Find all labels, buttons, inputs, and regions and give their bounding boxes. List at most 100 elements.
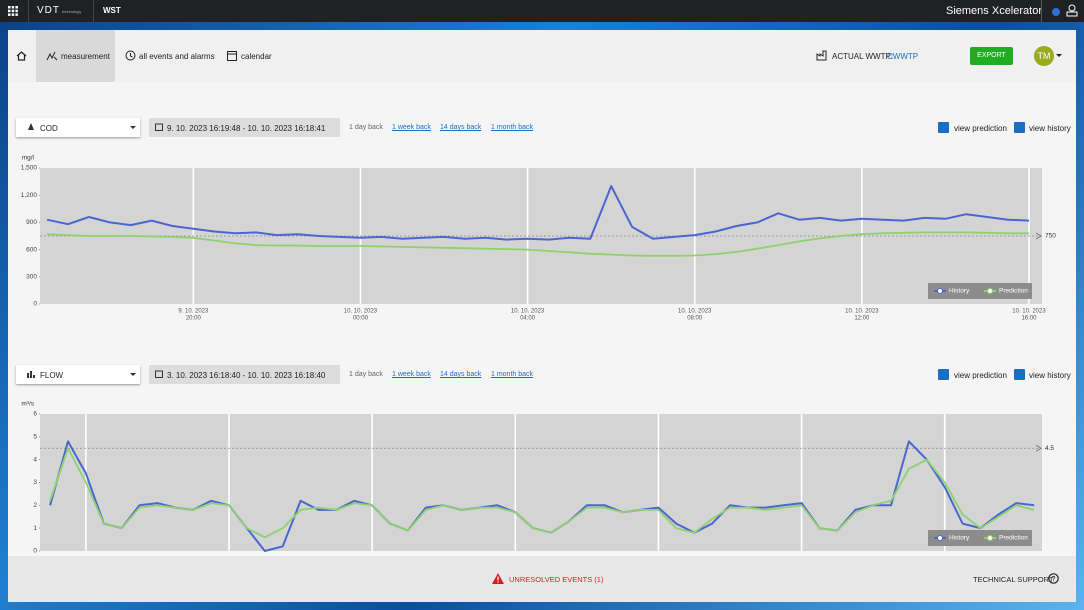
x-tick-label: 10. 10. 2023 bbox=[678, 309, 712, 315]
x-tick-label: 16:00 bbox=[1021, 316, 1037, 322]
nav-item[interactable]: measurement bbox=[61, 52, 110, 61]
unresolved-events[interactable]: UNRESOLVED EVENTS (1) bbox=[509, 575, 604, 584]
range-link[interactable]: 1 day back bbox=[349, 371, 383, 378]
reference-label: 750 bbox=[1045, 233, 1056, 240]
svg-text:?: ? bbox=[1052, 576, 1056, 583]
legend-marker bbox=[987, 535, 993, 541]
apps-icon[interactable] bbox=[8, 6, 18, 16]
checkbox[interactable] bbox=[1014, 369, 1025, 380]
technical-support[interactable]: TECHNICAL SUPPORT bbox=[973, 575, 1054, 584]
range-link[interactable]: 1 week back bbox=[392, 371, 431, 378]
date-icon bbox=[155, 123, 163, 131]
range-link[interactable]: 1 day back bbox=[349, 124, 383, 131]
y-tick-label: 300 bbox=[26, 274, 37, 281]
y-tick-label: 1,500 bbox=[21, 165, 38, 172]
wwtp-value[interactable]: CWWTP bbox=[887, 52, 919, 61]
reference-arrow bbox=[1035, 232, 1042, 240]
nav-bar bbox=[8, 30, 1076, 82]
footer bbox=[8, 556, 1076, 602]
y-tick-label: 1,200 bbox=[21, 192, 38, 199]
app-name: WST bbox=[103, 6, 121, 15]
parameter-dropdown[interactable] bbox=[16, 365, 140, 384]
parameter-dropdown[interactable] bbox=[16, 118, 140, 137]
help-icon[interactable]: ? bbox=[1048, 573, 1059, 584]
logo: VDT bbox=[37, 5, 60, 16]
nav-item[interactable]: calendar bbox=[241, 52, 272, 61]
range-link[interactable]: 1 month back bbox=[491, 371, 534, 378]
nav-item[interactable]: all events and alarms bbox=[139, 52, 215, 61]
avatar-caret[interactable] bbox=[1056, 54, 1062, 58]
reference-label: 4.5 bbox=[1045, 445, 1054, 452]
legend-box bbox=[928, 283, 1032, 299]
legend-label: History bbox=[949, 535, 970, 542]
date-range[interactable] bbox=[149, 118, 340, 137]
series-line bbox=[49, 447, 1035, 539]
checkbox-label[interactable]: view history bbox=[1029, 371, 1071, 380]
checkbox-label[interactable]: view prediction bbox=[954, 371, 1007, 380]
date-icon bbox=[155, 370, 163, 378]
checkbox-label[interactable]: view history bbox=[1029, 124, 1071, 133]
legend-label: History bbox=[949, 288, 970, 295]
y-tick-label: 4 bbox=[33, 456, 37, 463]
legend-marker bbox=[987, 288, 993, 294]
y-axis-unit: mg/l bbox=[22, 155, 35, 162]
checkbox[interactable] bbox=[938, 122, 949, 133]
calendar-icon bbox=[227, 51, 237, 61]
user-icon[interactable] bbox=[1066, 4, 1078, 17]
x-tick-label: 10. 10. 2023 bbox=[344, 309, 378, 315]
reference-arrow bbox=[1035, 444, 1042, 452]
parameter-icon bbox=[28, 123, 34, 130]
x-tick-label: 04:00 bbox=[520, 316, 536, 322]
parameter-name: FLOW bbox=[40, 371, 64, 380]
top-bar: VDT technology WST Siemens Xcelerator bbox=[0, 0, 1084, 22]
legend-marker bbox=[937, 535, 943, 541]
series-line bbox=[47, 231, 1029, 257]
wwtp-label: ACTUAL WWTP: bbox=[832, 52, 894, 61]
legend-box bbox=[928, 530, 1032, 546]
range-link[interactable]: 1 week back bbox=[392, 124, 431, 131]
brand: Siemens Xcelerator bbox=[946, 5, 1042, 17]
x-tick-label: 10. 10. 2023 bbox=[1012, 309, 1046, 315]
y-tick-label: 5 bbox=[33, 434, 37, 441]
dropdown-caret bbox=[130, 373, 136, 376]
parameter-icon bbox=[27, 371, 35, 378]
x-tick-label: 10. 10. 2023 bbox=[845, 309, 879, 315]
y-tick-label: 3 bbox=[33, 479, 37, 486]
events-icon bbox=[125, 50, 136, 61]
y-tick-label: 6 bbox=[33, 411, 37, 418]
y-tick-label: 1 bbox=[33, 525, 37, 532]
legend-label: Prediction bbox=[999, 288, 1028, 295]
plot-area bbox=[40, 414, 1042, 551]
date-range-text: 3. 10. 2023 16:18:40 - 10. 10. 2023 16:1… bbox=[167, 371, 326, 380]
y-tick-label: 900 bbox=[26, 219, 37, 226]
avatar[interactable]: TM bbox=[1034, 46, 1054, 66]
x-tick-label: 9. 10. 2023 bbox=[178, 309, 209, 315]
charts: mg/l 0 300 600 900 1,200 1,500 9. 10. 202320:00… bbox=[21, 155, 1057, 555]
legend-marker bbox=[937, 288, 943, 294]
y-tick-label: 600 bbox=[26, 246, 37, 253]
range-link[interactable]: 1 month back bbox=[491, 124, 534, 131]
legend-label: Prediction bbox=[999, 535, 1028, 542]
y-tick-label: 0 bbox=[33, 301, 37, 308]
y-axis-unit: m³/s bbox=[21, 401, 34, 408]
range-link[interactable]: 14 days back bbox=[440, 124, 482, 131]
warning-icon bbox=[492, 573, 504, 584]
checkbox-label[interactable]: view prediction bbox=[954, 124, 1007, 133]
export-button[interactable]: EXPORT bbox=[970, 47, 1013, 65]
home-icon[interactable] bbox=[16, 51, 27, 61]
checkbox[interactable] bbox=[938, 369, 949, 380]
range-link[interactable]: 14 days back bbox=[440, 371, 482, 378]
checkbox[interactable] bbox=[1014, 122, 1025, 133]
series-line bbox=[46, 185, 1030, 241]
notification-icon[interactable] bbox=[1052, 8, 1060, 16]
dropdown-caret bbox=[130, 126, 136, 129]
measurement-icon bbox=[46, 51, 58, 61]
date-range[interactable] bbox=[149, 365, 340, 384]
x-tick-label: 20:00 bbox=[186, 316, 202, 322]
x-tick-label: 00:00 bbox=[353, 316, 369, 322]
x-tick-label: 12:00 bbox=[854, 316, 870, 322]
y-tick-label: 2 bbox=[33, 502, 37, 509]
logo-sub: technology bbox=[62, 9, 82, 14]
parameter-name: COD bbox=[40, 124, 58, 133]
